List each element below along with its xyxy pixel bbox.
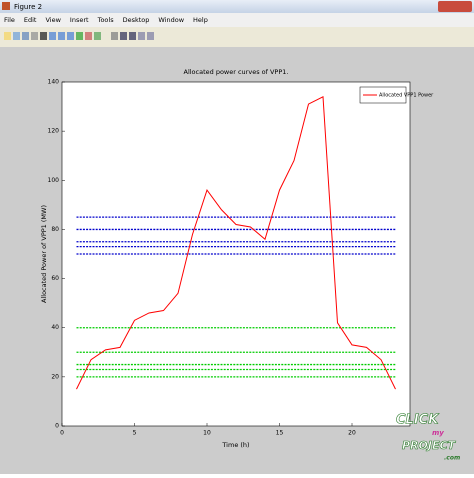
menu-item[interactable]: File [4,16,15,24]
y-tick-label: 0 [55,423,59,430]
y-tick-label: 20 [51,373,59,380]
plot: 0 5 10 15 20 0 20 40 60 80 100 120 140 [48,79,396,437]
x-tick-label: 5 [133,430,137,437]
toolbar [0,27,474,47]
toolbar-button[interactable] [67,32,74,40]
y-tick-label: 100 [48,177,60,184]
toolbar-button[interactable] [58,32,65,40]
x-tick-label: 10 [203,430,211,437]
toolbar-button[interactable] [111,32,118,40]
toolbar-button[interactable] [13,32,20,40]
toolbar-button[interactable] [94,32,101,40]
toolbar-button[interactable] [85,32,92,40]
watermark-text: my [432,429,444,437]
title-bar [0,0,474,13]
y-tick-label: 40 [51,324,59,331]
toolbar-button[interactable] [31,32,38,40]
y-tick-label: 80 [51,226,59,233]
y-tick-label: 120 [48,128,60,135]
toolbar-button[interactable] [4,32,11,40]
watermark: CLICK my PROJECT .com [396,412,461,462]
toolbar-button[interactable] [120,32,127,40]
toolbar-button[interactable] [40,32,47,40]
menu: File Edit View Insert Tools Desktop Window Help [4,16,208,24]
toolbar-button[interactable] [147,32,154,40]
chart-title: Allocated power curves of VPP1. [184,68,289,76]
y-tick-label: 140 [48,79,60,86]
x-tick-label: 15 [276,430,284,437]
x-tick-label: 0 [60,430,64,437]
legend-label: Allocated VPP1 Power [379,93,434,99]
watermark-text: .com [444,455,460,462]
y-tick-label: 60 [51,275,59,282]
menu-item[interactable]: Tools [97,16,115,24]
menu-item[interactable]: Window [158,16,184,24]
data-line [76,95,396,390]
x-tick-label: 20 [348,430,356,437]
watermark-text: CLICK [396,413,439,428]
app-icon [2,2,10,10]
toolbar-buttons [4,32,154,40]
toolbar-button[interactable] [138,32,145,40]
window-title: Figure 2 [14,3,42,11]
menu-item[interactable]: Edit [24,16,37,24]
y-axis-label: Allocated Power of VPP1 (MW) [40,205,48,303]
toolbar-button[interactable] [49,32,56,40]
menu-bar [0,13,474,27]
x-axis-label: Time (h) [221,441,249,449]
axes [61,81,411,427]
close-button[interactable] [438,1,472,12]
toolbar-button[interactable] [22,32,29,40]
toolbar-button[interactable] [129,32,136,40]
menu-item[interactable]: Insert [70,16,89,24]
menu-item[interactable]: View [45,16,61,24]
watermark-text: PROJECT [402,439,457,452]
menu-item[interactable]: Help [193,16,208,24]
menu-item[interactable]: Desktop [123,16,150,24]
legend [359,86,407,104]
toolbar-button[interactable] [76,32,83,40]
